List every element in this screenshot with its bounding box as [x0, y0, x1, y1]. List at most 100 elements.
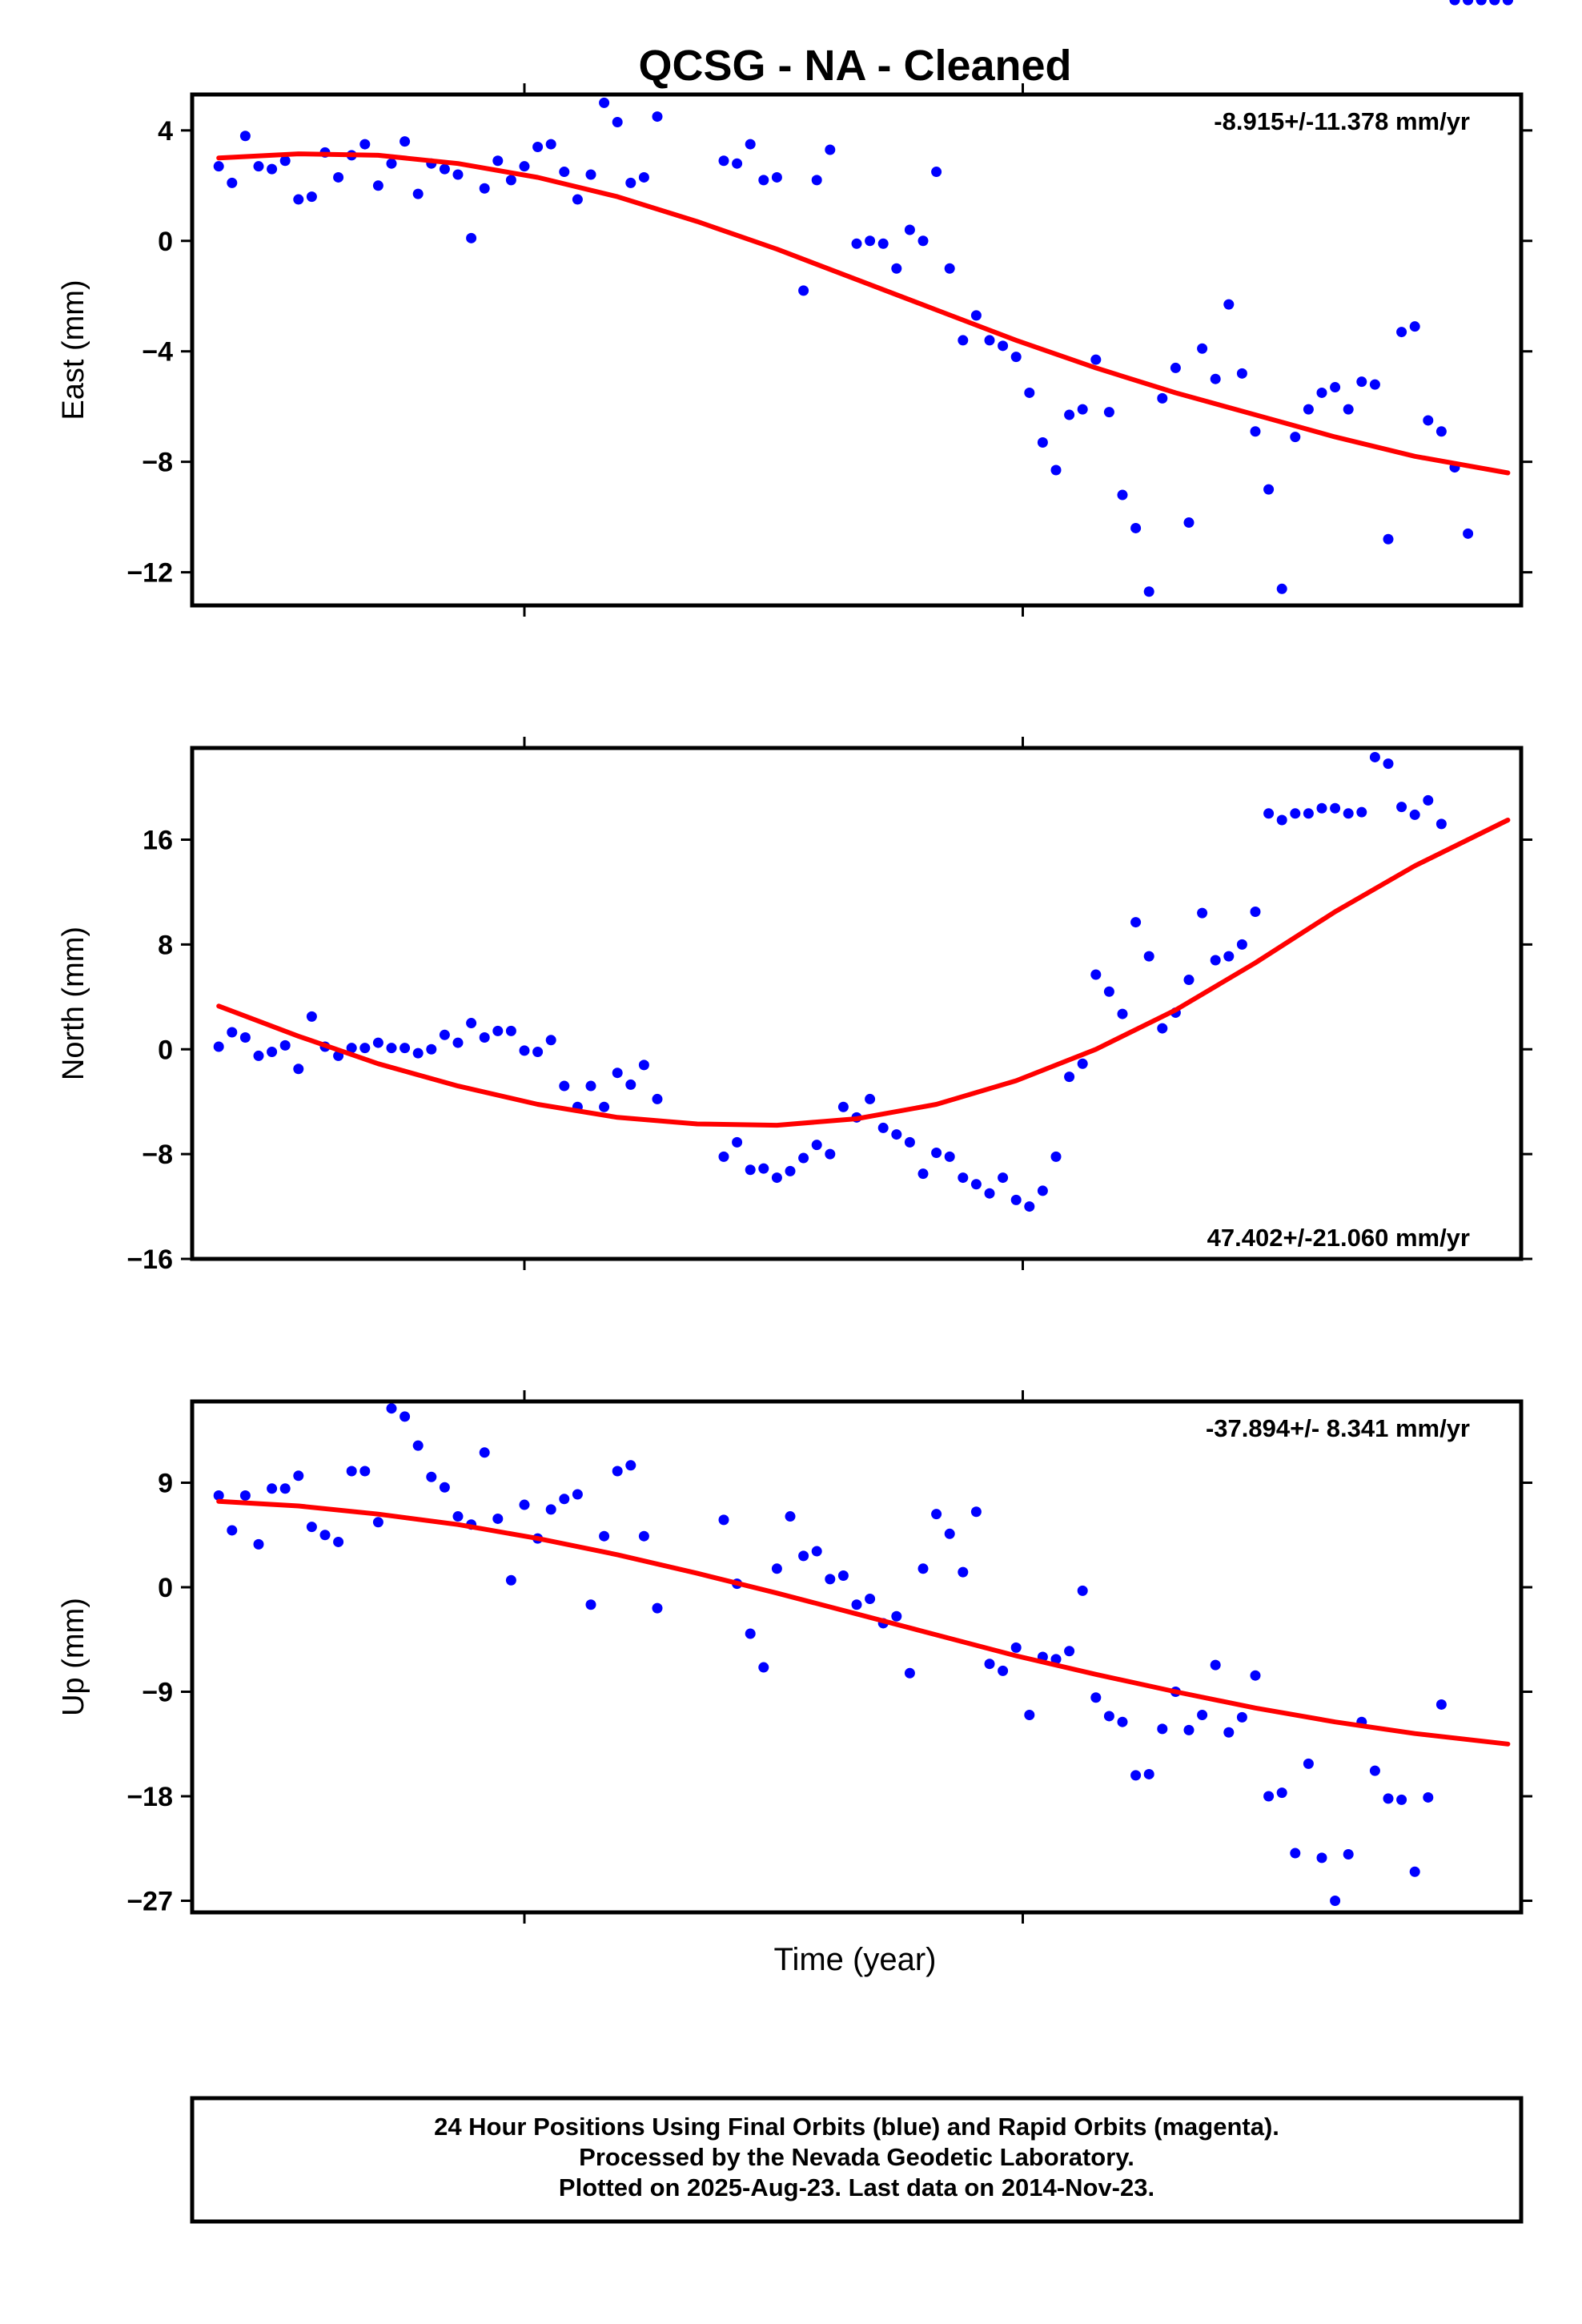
up-y-tick-label: 0 [158, 1573, 173, 1603]
north-data-point [279, 1039, 291, 1051]
east-data-point [479, 183, 490, 194]
north-data-point [306, 1011, 317, 1022]
north-data-point [917, 1168, 929, 1180]
up-data-point [758, 1662, 769, 1673]
up-data-point [1236, 1711, 1247, 1723]
up-data-point [559, 1494, 570, 1505]
up-data-point [452, 1511, 464, 1522]
east-data-point [877, 238, 889, 249]
east-data-point [572, 194, 583, 205]
east-data-point [1263, 484, 1275, 495]
east-data-point [412, 188, 424, 199]
up-data-point [359, 1466, 371, 1477]
north-data-point [1037, 1185, 1048, 1196]
north-data-point [1024, 1201, 1035, 1212]
north-data-point [1303, 808, 1314, 819]
north-data-point [372, 1037, 383, 1048]
north-data-point [1250, 906, 1261, 917]
east-data-point [466, 232, 477, 243]
up-data-point [1117, 1716, 1128, 1727]
up-data-point [1343, 1849, 1354, 1860]
east-data-point [492, 155, 504, 167]
up-data-point [745, 1628, 756, 1639]
north-data-point [865, 1093, 876, 1104]
east-data-point [1183, 517, 1195, 529]
up-data-point [333, 1536, 344, 1547]
east-data-point [625, 177, 636, 188]
east-data-point [1117, 489, 1128, 501]
north-data-point [213, 1041, 224, 1052]
east-data-point [958, 335, 969, 346]
east-data-point [253, 161, 264, 172]
north-y-tick-label: −8 [142, 1140, 173, 1170]
up-data-point [1276, 1787, 1287, 1799]
north-data-point [1356, 806, 1367, 818]
up-data-point [253, 1538, 264, 1550]
up-data-point [652, 1602, 663, 1614]
up-data-point [612, 1466, 623, 1477]
east-data-point [1435, 426, 1447, 437]
east-data-point [998, 340, 1009, 352]
up-data-point [492, 1513, 504, 1524]
north-data-point [1064, 1072, 1075, 1083]
up-data-point [279, 1483, 291, 1494]
north-data-point [1316, 802, 1327, 814]
north-data-point [732, 1136, 743, 1148]
north-data-point [1290, 808, 1301, 819]
east-y-axis-label: East (mm) [57, 279, 90, 420]
north-data-point [599, 1101, 610, 1112]
up-data-point [837, 1570, 849, 1581]
east-y-tick-label: −8 [142, 448, 173, 478]
east-data-point [1276, 583, 1287, 594]
east-data-point [652, 111, 663, 123]
east-data-point [293, 194, 304, 205]
up-rate-label: -37.894+/- 8.341 mm/yr [1206, 1414, 1470, 1442]
up-data-point [891, 1610, 902, 1622]
up-data-point [1303, 1758, 1314, 1769]
east-data-point [279, 155, 291, 167]
up-data-point [1250, 1670, 1261, 1681]
east-data-point [1463, 528, 1474, 539]
east-data-point [585, 169, 596, 180]
up-data-point [944, 1528, 955, 1539]
x-axis-label: Time (year) [774, 1942, 937, 1977]
north-data-point [346, 1043, 357, 1054]
east-data-point [798, 285, 809, 296]
up-data-point [798, 1550, 809, 1562]
east-data-point [1423, 415, 1434, 426]
east-frame [190, 92, 1524, 608]
east-data-point [267, 163, 278, 175]
north-data-point [239, 1032, 251, 1043]
east-data-point [1143, 586, 1154, 597]
east-data-point [1250, 426, 1261, 437]
up-data-point [519, 1499, 530, 1510]
up-data-point [1183, 1724, 1195, 1735]
north-data-point [1223, 951, 1235, 962]
up-y-axis-label: Up (mm) [57, 1598, 90, 1716]
up-data-point [1157, 1723, 1168, 1735]
up-data-point [1396, 1794, 1407, 1805]
north-data-point [585, 1080, 596, 1092]
east-data-point [612, 116, 623, 127]
north-data-point [771, 1172, 782, 1184]
north-data-point [1435, 818, 1447, 830]
up-data-point [1316, 1852, 1327, 1864]
north-data-point [758, 1163, 769, 1174]
north-data-point [559, 1080, 570, 1092]
up-data-point [785, 1511, 796, 1522]
north-data-point [1117, 1008, 1128, 1019]
north-y-tick-label: 8 [158, 930, 173, 960]
north-data-point [479, 1032, 490, 1043]
east-data-point [1316, 387, 1327, 398]
up-data-point [718, 1514, 729, 1526]
up-data-point [1064, 1646, 1075, 1657]
east-data-point [333, 171, 344, 183]
north-data-point [1396, 802, 1407, 813]
north-data-point [267, 1047, 278, 1058]
up-data-point [227, 1525, 238, 1536]
up-data-point [958, 1566, 969, 1578]
north-data-point [877, 1122, 889, 1133]
up-data-point [917, 1563, 929, 1574]
east-data-point [439, 163, 450, 175]
north-data-point [492, 1025, 504, 1036]
